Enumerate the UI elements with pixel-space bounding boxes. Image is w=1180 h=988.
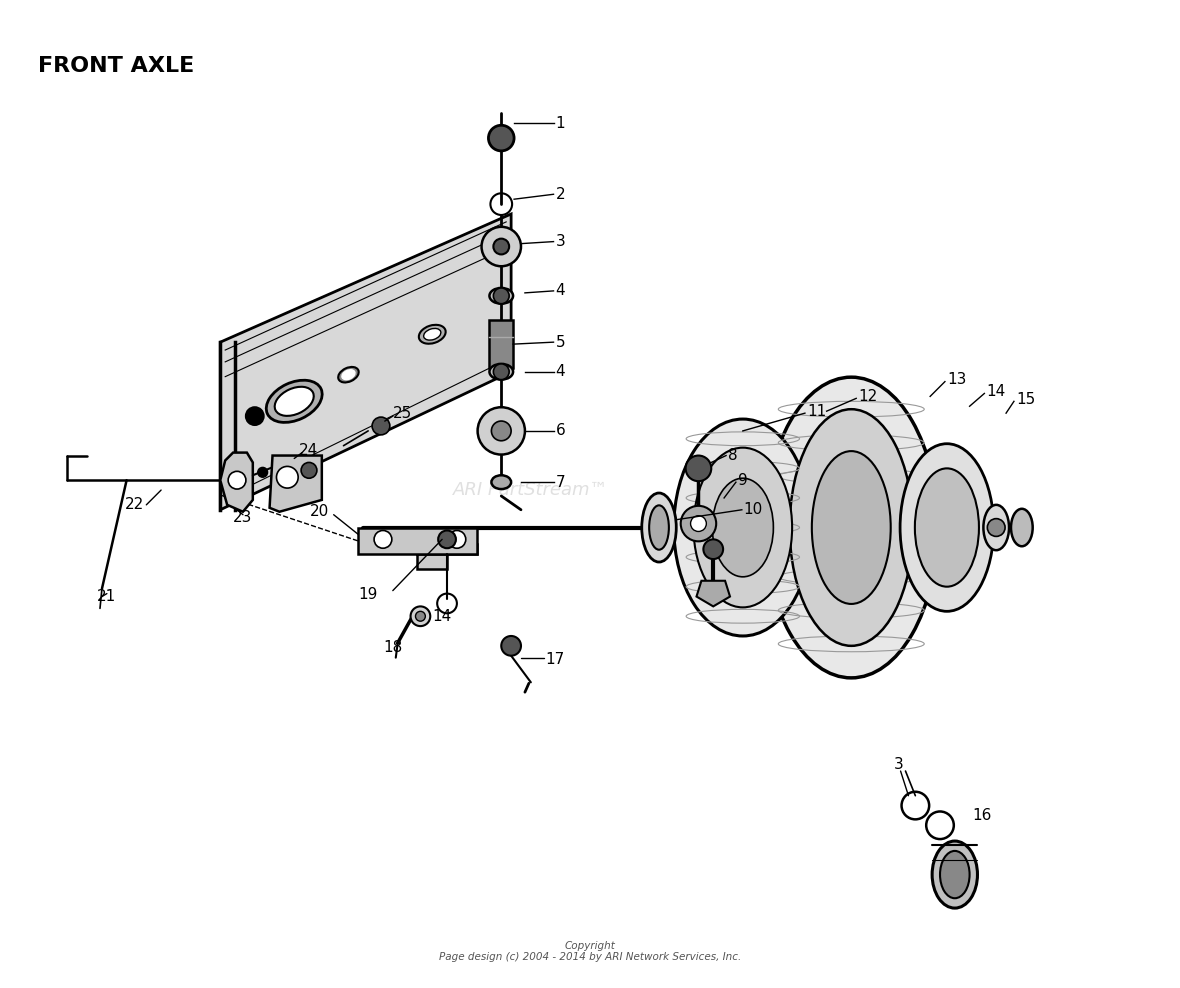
Circle shape [374,531,392,548]
Circle shape [491,421,511,441]
Text: 7: 7 [556,474,565,490]
Text: 4: 4 [556,284,565,298]
Text: 8: 8 [728,448,738,463]
Circle shape [489,125,514,151]
Text: ARI PartStream™: ARI PartStream™ [453,481,609,499]
Ellipse shape [342,370,355,379]
Text: 15: 15 [1016,392,1035,407]
Ellipse shape [932,841,977,908]
Polygon shape [359,528,477,554]
Ellipse shape [900,444,994,612]
Text: 11: 11 [807,404,826,419]
Circle shape [493,364,509,379]
Text: 12: 12 [858,389,878,404]
Polygon shape [418,530,477,569]
Circle shape [415,612,425,621]
Text: 14: 14 [432,609,452,623]
Text: 22: 22 [125,497,144,513]
Circle shape [481,227,522,266]
Bar [490,320,513,368]
Ellipse shape [649,505,669,549]
Text: 4: 4 [556,365,565,379]
Ellipse shape [789,409,913,646]
Polygon shape [221,214,511,510]
Text: 18: 18 [384,640,402,655]
Text: FRONT AXLE: FRONT AXLE [38,56,195,76]
Ellipse shape [940,851,970,898]
Circle shape [478,407,525,454]
Circle shape [493,239,509,255]
Polygon shape [269,455,322,512]
Text: 10: 10 [743,502,763,518]
Ellipse shape [674,419,812,636]
Ellipse shape [275,386,314,416]
Circle shape [228,471,245,489]
Text: 17: 17 [545,652,565,667]
Ellipse shape [424,328,441,340]
Ellipse shape [490,364,513,379]
Circle shape [301,462,317,478]
Circle shape [493,288,509,303]
Text: 5: 5 [556,335,565,350]
Circle shape [276,466,299,488]
Ellipse shape [490,288,513,303]
Circle shape [438,531,455,548]
Ellipse shape [1011,509,1032,546]
Ellipse shape [339,367,359,382]
Ellipse shape [642,493,676,562]
Text: Copyright
Page design (c) 2004 - 2014 by ARI Network Services, Inc.: Copyright Page design (c) 2004 - 2014 by… [439,941,741,962]
Circle shape [686,455,712,481]
Polygon shape [221,453,253,512]
Circle shape [988,519,1005,536]
Text: 19: 19 [359,587,378,602]
Text: 9: 9 [738,472,748,488]
Ellipse shape [765,377,938,678]
Text: 2: 2 [556,187,565,202]
Circle shape [681,506,716,541]
Ellipse shape [694,448,792,608]
Text: 23: 23 [234,510,253,526]
Ellipse shape [491,475,511,489]
Text: 6: 6 [556,424,565,439]
Text: 24: 24 [300,444,319,458]
Ellipse shape [419,325,446,344]
Ellipse shape [267,380,322,423]
Circle shape [703,539,723,559]
Circle shape [690,516,707,532]
Text: 3: 3 [556,234,565,249]
Circle shape [411,607,431,626]
Text: 3: 3 [893,757,904,772]
Text: 25: 25 [393,406,412,421]
Ellipse shape [713,478,773,577]
Circle shape [502,636,522,656]
Ellipse shape [914,468,979,587]
Text: 21: 21 [97,589,117,604]
Circle shape [448,531,466,548]
Text: 16: 16 [972,808,992,823]
Polygon shape [696,581,730,607]
Text: 13: 13 [946,372,966,387]
Circle shape [372,417,389,435]
Text: 1: 1 [556,116,565,130]
Text: 20: 20 [309,504,329,520]
Circle shape [257,467,268,477]
Ellipse shape [983,505,1009,550]
Text: 14: 14 [986,384,1005,399]
Ellipse shape [812,452,891,604]
Circle shape [245,407,263,425]
